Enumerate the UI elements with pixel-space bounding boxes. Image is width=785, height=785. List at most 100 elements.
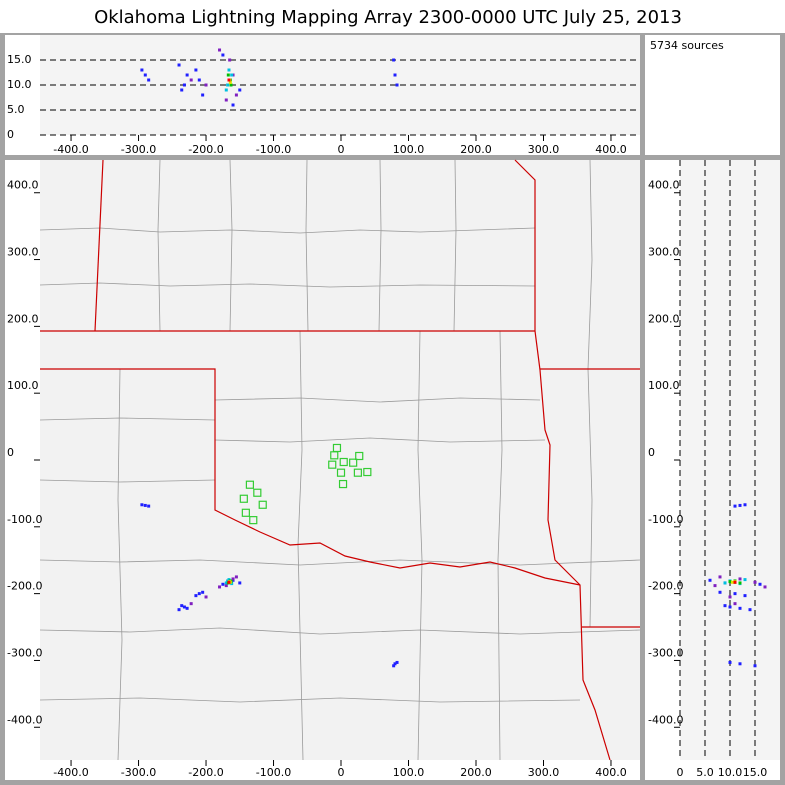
- source-plan: [189, 602, 193, 606]
- source-alt-y: [713, 584, 717, 588]
- x-tick-label: 400.0: [595, 143, 627, 156]
- county-line: [39, 282, 536, 288]
- source-alt-y: [758, 582, 762, 586]
- x-tick-label: -400.0: [53, 143, 88, 156]
- county-line: [39, 417, 216, 421]
- source-plan: [147, 504, 151, 508]
- source-alt-y: [718, 590, 722, 594]
- source-plan: [395, 660, 399, 664]
- source-x-alt: [224, 98, 228, 102]
- source-alt-y: [728, 660, 732, 664]
- y-tick-label: 200.0: [7, 312, 39, 325]
- source-alt-y: [738, 503, 742, 507]
- source-alt-y: [728, 580, 732, 584]
- z-tick-label: 0: [7, 128, 14, 141]
- source-x-alt: [201, 93, 205, 97]
- county-line: [214, 397, 541, 403]
- source-alt-y: [733, 504, 737, 508]
- source-alt-y: [718, 575, 722, 579]
- station: [349, 458, 358, 467]
- station: [338, 479, 348, 489]
- source-x-alt: [238, 88, 242, 92]
- x-tick-label: -400.0: [53, 766, 88, 779]
- source-plan: [140, 503, 144, 507]
- y-tick-label: 300.0: [648, 246, 680, 259]
- county-line: [297, 330, 304, 761]
- source-x-alt: [182, 83, 186, 87]
- source-alt-y: [743, 594, 747, 598]
- x-tick-label: 300.0: [528, 143, 560, 156]
- source-count: 5734 sources: [650, 39, 724, 52]
- x-tick-label: 300.0: [528, 766, 560, 779]
- county-line: [39, 697, 581, 703]
- y-tick-label: 400.0: [7, 179, 39, 192]
- station: [336, 468, 346, 477]
- source-alt-y: [733, 580, 737, 584]
- source-x-alt: [229, 83, 233, 87]
- source-alt-y: [748, 608, 752, 612]
- source-plan: [224, 581, 228, 585]
- y-tick-label: -100.0: [648, 513, 683, 526]
- source-plan: [177, 608, 181, 612]
- county-line: [417, 330, 423, 761]
- county-line: [378, 159, 382, 332]
- source-alt-y: [733, 602, 737, 606]
- source-plan: [218, 585, 222, 589]
- source-alt-y: [753, 580, 757, 584]
- y-tick-label: 0: [648, 446, 655, 459]
- x-tick-label: -300.0: [121, 766, 156, 779]
- state-border: [40, 368, 581, 586]
- y-tick-label: 400.0: [648, 179, 680, 192]
- source-x-alt: [140, 68, 144, 72]
- source-alt-y: [723, 604, 727, 608]
- source-x-alt: [226, 73, 230, 77]
- y-tick-label: -200.0: [648, 580, 683, 593]
- source-plan: [393, 662, 397, 666]
- source-x-alt: [227, 78, 231, 82]
- state-border: [94, 159, 104, 332]
- source-x-alt: [230, 73, 234, 77]
- z-tick-label: 10.0: [718, 766, 743, 779]
- county-line: [497, 330, 503, 761]
- station: [249, 516, 258, 525]
- county-line: [39, 627, 641, 635]
- source-x-alt: [194, 68, 198, 72]
- state-border: [514, 159, 611, 761]
- station: [241, 508, 250, 517]
- station: [239, 494, 248, 503]
- county-line: [305, 159, 309, 332]
- source-x-alt: [228, 81, 232, 84]
- source-x-alt: [227, 68, 231, 72]
- county-line: [229, 159, 233, 332]
- county-line: [39, 227, 536, 234]
- source-plan: [180, 604, 184, 608]
- title-band: [0, 0, 785, 33]
- source-plan: [238, 581, 242, 585]
- source-plan: [201, 590, 205, 594]
- y-tick-label: -200.0: [7, 580, 42, 593]
- source-plan: [227, 580, 231, 584]
- source-plan: [224, 584, 228, 588]
- source-plan: [231, 577, 235, 581]
- x-tick-label: 200.0: [460, 143, 492, 156]
- station: [245, 480, 254, 489]
- x-tick-label: 0: [338, 143, 345, 156]
- source-plan: [392, 664, 396, 668]
- x-tick-label: -100.0: [256, 766, 291, 779]
- y-tick-label: 300.0: [7, 246, 39, 259]
- source-alt-y: [738, 606, 742, 610]
- counties: [39, 159, 641, 761]
- y-tick-label: 200.0: [648, 312, 680, 325]
- x-tick-label: 200.0: [460, 766, 492, 779]
- source-x-alt: [224, 88, 228, 92]
- source-alt-y: [743, 503, 747, 507]
- source-x-alt: [395, 83, 399, 87]
- x-tick-label: -200.0: [188, 143, 223, 156]
- y-tick-label: 100.0: [648, 379, 680, 392]
- source-x-alt: [180, 88, 184, 92]
- source-alt-y: [738, 577, 742, 581]
- source-x-alt: [189, 78, 193, 82]
- station: [355, 451, 364, 461]
- source-x-alt: [221, 53, 225, 57]
